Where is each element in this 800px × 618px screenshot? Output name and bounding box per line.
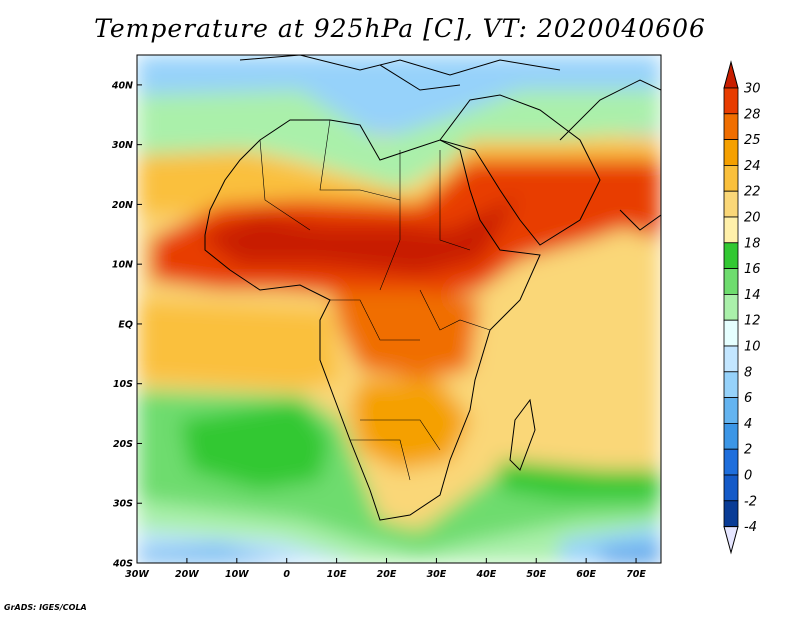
- colorbar-band: [723, 474, 739, 502]
- colorbar-label: 14: [744, 288, 761, 303]
- colorbar-band: [723, 319, 739, 347]
- colorbar-label: 25: [744, 133, 761, 148]
- x-tick-label: 20W: [175, 569, 199, 580]
- colorbar-label: 30: [744, 82, 761, 97]
- colorbar-band: [723, 422, 739, 450]
- colorbar-label: 12: [744, 314, 761, 329]
- coastlines: [204, 55, 661, 521]
- colorbar-bottom-arrow: [723, 526, 739, 555]
- colorbar-band: [723, 371, 739, 398]
- y-tick-label: 30N: [112, 140, 133, 151]
- y-tick-label: 10N: [112, 260, 133, 271]
- colorbar-band: [723, 500, 739, 527]
- x-tick-label: 60E: [576, 569, 596, 580]
- colorbar-label: -2: [744, 494, 757, 509]
- y-tick-label: 10S: [113, 379, 133, 390]
- colorbar-label: 28: [744, 107, 761, 122]
- colorbar-label: 20: [744, 211, 761, 226]
- y-tick-label: 40S: [112, 559, 133, 570]
- colorbar-label: 8: [744, 365, 752, 380]
- x-tick-label: 10E: [327, 569, 347, 580]
- colorbar-band: [723, 139, 739, 166]
- colorbar-band: [723, 164, 739, 192]
- colorbar-band: [723, 345, 739, 373]
- colorbar-band: [723, 448, 739, 476]
- colorbar-band: [723, 216, 739, 244]
- credit-text: GrADS: IGES/COLA: [4, 603, 87, 612]
- colorbar-label: 0: [744, 469, 752, 484]
- colorbar-label: 24: [744, 159, 761, 174]
- colorbar-label: 6: [744, 391, 752, 406]
- colorbar-band: [723, 87, 739, 115]
- x-tick-label: 30W: [125, 569, 149, 580]
- y-axis-ticks: 40N 30N 20N 10N EQ 10S 20S 30S 40S: [111, 80, 142, 570]
- colorbar-label: -4: [744, 520, 757, 535]
- plot-frame: [136, 54, 662, 564]
- temperature-field: [137, 55, 661, 563]
- colorbar-band: [723, 397, 739, 424]
- y-tick-label: EQ: [118, 319, 133, 330]
- x-tick-label: 40E: [475, 569, 496, 580]
- x-tick-label: 50E: [526, 569, 546, 580]
- colorbar-band: [723, 268, 739, 295]
- colorbar-label: 10: [744, 340, 761, 355]
- y-tick-label: 30S: [113, 499, 133, 510]
- colorbar-label: 2: [744, 443, 752, 458]
- y-tick-label: 20S: [113, 439, 133, 450]
- colorbar-label: 4: [744, 417, 752, 432]
- colorbar-label: 16: [744, 262, 761, 277]
- y-tick-label: 20N: [112, 200, 133, 211]
- colorbar-band: [723, 113, 739, 141]
- x-tick-label: 10W: [225, 569, 249, 580]
- colorbar-band: [723, 190, 739, 218]
- x-axis-ticks: 30W 20W 10W 0 10E 20E 30E 40E 50E 60E 70E: [125, 558, 646, 580]
- colorbar-top-arrow: [723, 60, 739, 89]
- colorbar-band: [723, 293, 739, 321]
- colorbar-label: 18: [744, 236, 761, 251]
- x-tick-label: 30E: [427, 569, 447, 580]
- colorbar-label: 22: [744, 185, 761, 200]
- x-tick-label: 20E: [377, 569, 397, 580]
- x-tick-label: 0: [283, 569, 290, 580]
- map-title: Temperature at 925hPa [C], VT: 202004060…: [94, 14, 706, 43]
- colorbar-band: [723, 242, 739, 270]
- country-borders: [259, 119, 491, 481]
- y-tick-label: 40N: [111, 80, 133, 91]
- x-tick-label: 70E: [626, 569, 646, 580]
